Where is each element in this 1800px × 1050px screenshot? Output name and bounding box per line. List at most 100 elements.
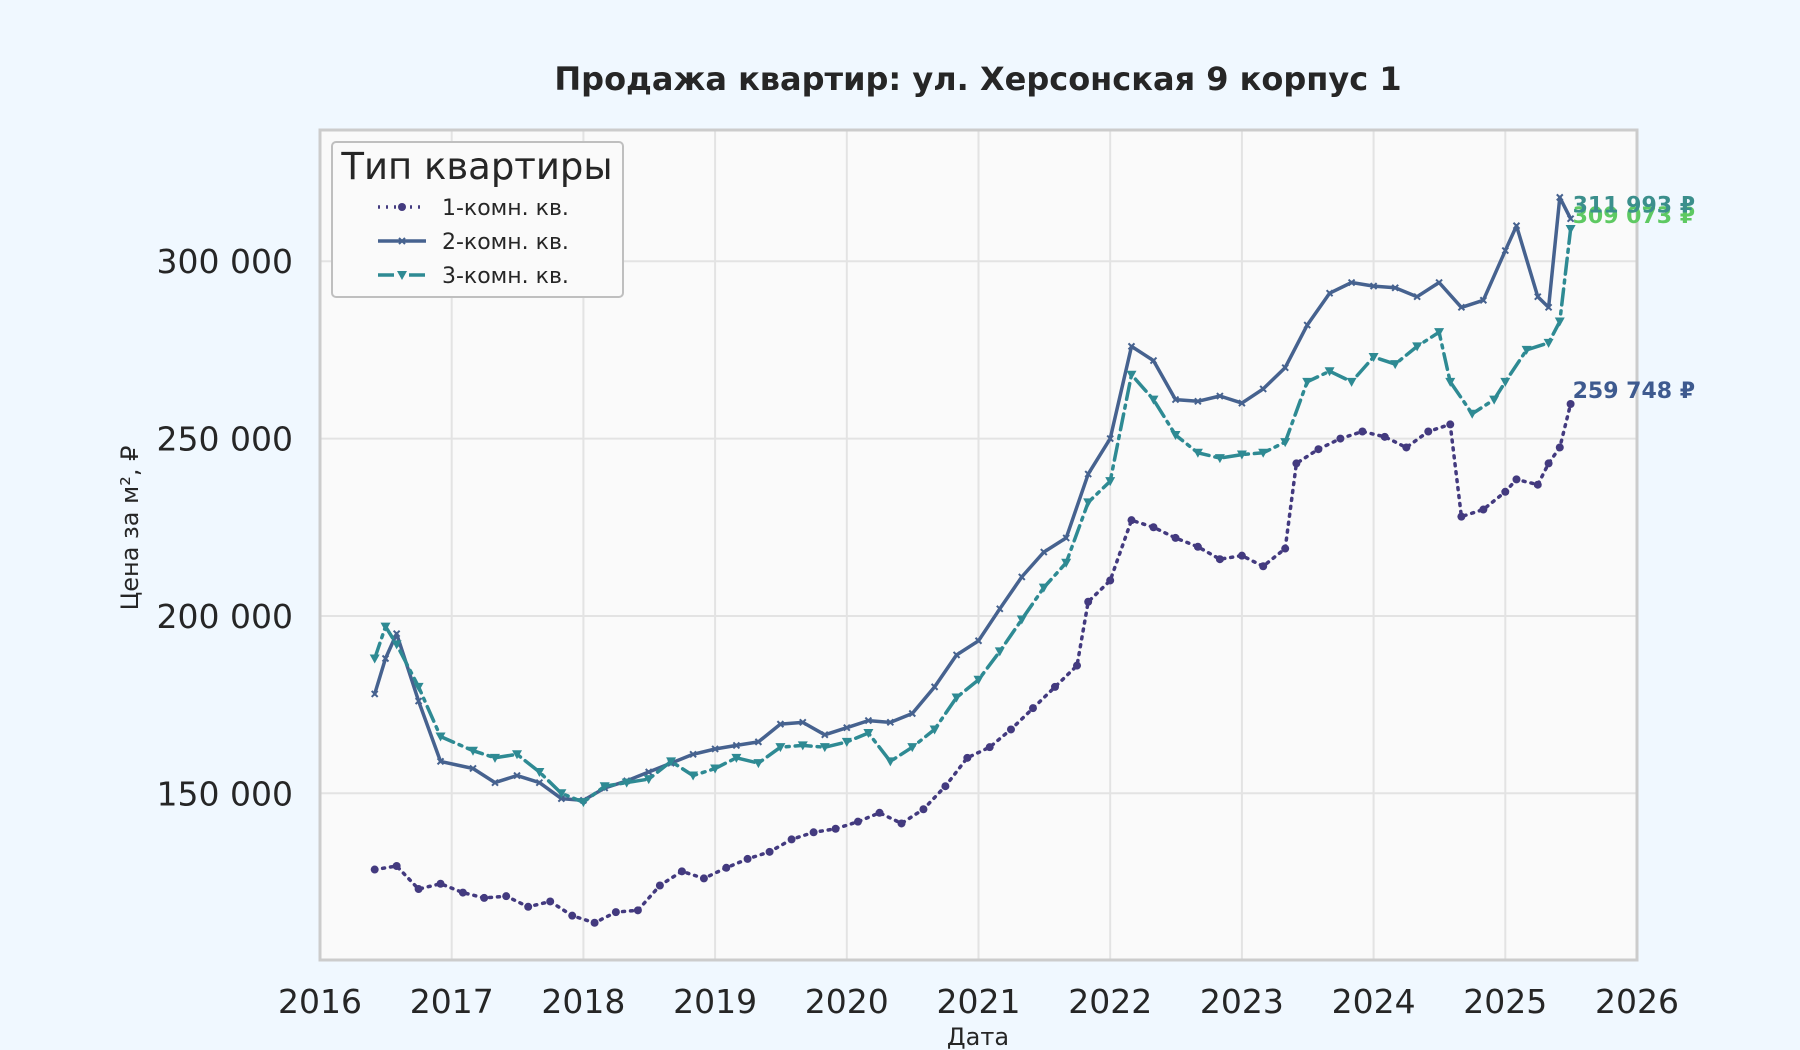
x-tick-label: 2020 <box>805 982 889 1021</box>
data-point <box>1193 542 1202 551</box>
data-point <box>524 902 533 911</box>
x-tick-label: 2018 <box>541 982 625 1021</box>
data-point <box>633 906 642 915</box>
data-point <box>1336 434 1345 443</box>
data-point <box>502 892 511 901</box>
data-point <box>458 888 467 897</box>
series-line <box>372 195 1573 803</box>
data-point <box>765 847 774 856</box>
data-point <box>1050 682 1059 691</box>
chart-title: Продажа квартир: ул. Херсонская 9 корпус… <box>554 60 1401 98</box>
data-point <box>1457 303 1466 312</box>
data-point <box>941 782 950 791</box>
data-point <box>436 757 445 766</box>
data-point <box>843 723 851 732</box>
data-point <box>1544 303 1553 312</box>
data-point <box>513 771 521 780</box>
data-point <box>1170 431 1181 441</box>
legend-entry: 2-комн. кв. <box>378 230 569 255</box>
plot-frame <box>318 128 1639 962</box>
data-point <box>436 879 445 888</box>
end-value-label: 259 748 ₽ <box>1573 379 1695 404</box>
x-tick-label: 2023 <box>1200 982 1284 1021</box>
data-point <box>996 605 1004 613</box>
data-point <box>1324 367 1335 377</box>
series-3 <box>369 225 1576 808</box>
data-point <box>381 654 390 663</box>
data-point <box>1544 459 1553 468</box>
data-point <box>1281 544 1290 553</box>
data-point <box>1258 448 1269 458</box>
data-point <box>413 682 424 692</box>
data-point <box>1006 725 1015 734</box>
data-point <box>886 718 895 727</box>
data-point <box>370 865 379 874</box>
data-point <box>929 725 940 735</box>
data-point <box>951 693 962 703</box>
legend-box <box>331 141 624 298</box>
data-point <box>1281 363 1289 372</box>
data-point <box>711 745 719 753</box>
data-point <box>1489 395 1500 405</box>
data-point <box>1106 576 1115 585</box>
data-point <box>907 743 918 753</box>
data-point <box>743 854 752 863</box>
data-point <box>1236 450 1247 460</box>
data-point <box>897 819 906 828</box>
data-point <box>590 918 599 927</box>
data-point <box>732 741 741 750</box>
data-point <box>973 675 984 685</box>
data-point <box>963 753 972 762</box>
data-point <box>797 741 808 751</box>
y-tick-label: 150 000 <box>157 774 293 813</box>
data-point <box>480 893 489 902</box>
data-point <box>599 782 610 792</box>
end-value-label: 311 993 ₽ <box>1573 194 1695 219</box>
data-point <box>1127 342 1136 351</box>
data-point <box>1084 597 1093 606</box>
data-point <box>1543 338 1554 348</box>
data-point <box>809 828 818 837</box>
data-point <box>1073 661 1082 670</box>
series-2 <box>370 193 1575 805</box>
x-tick-label: 2025 <box>1463 982 1547 1021</box>
data-point <box>1040 548 1048 556</box>
data-point <box>1413 293 1421 301</box>
data-point <box>1106 434 1114 443</box>
legend-entry: 3-комн. кв. <box>378 264 569 289</box>
data-point <box>369 654 380 664</box>
data-point <box>853 817 862 826</box>
data-point <box>645 768 653 776</box>
data-point <box>1149 523 1158 532</box>
data-point <box>1391 284 1399 292</box>
data-point <box>1434 328 1445 338</box>
data-point <box>1083 498 1094 508</box>
data-point <box>775 743 786 753</box>
data-point <box>370 690 379 698</box>
data-point <box>819 743 830 753</box>
data-point <box>1390 360 1401 370</box>
y-tick-label: 250 000 <box>157 420 293 459</box>
data-point <box>1500 377 1511 387</box>
legend-title: Тип квартиры <box>340 145 612 188</box>
data-point <box>908 709 916 718</box>
data-point <box>974 637 983 645</box>
data-point <box>1412 342 1423 352</box>
data-point <box>1566 214 1575 223</box>
data-point <box>1238 399 1246 407</box>
legend-marker <box>398 203 406 211</box>
data-point <box>864 716 873 725</box>
data-point <box>875 808 884 817</box>
data-point <box>754 738 763 746</box>
data-point <box>1105 477 1116 487</box>
data-point <box>1446 420 1455 429</box>
data-point <box>841 737 852 747</box>
data-point <box>863 728 874 738</box>
data-point <box>1148 395 1159 405</box>
legend-entry: 1-комн. кв. <box>378 196 569 221</box>
data-point <box>952 651 961 659</box>
data-point <box>1302 377 1313 387</box>
data-point <box>1534 293 1542 301</box>
data-point <box>776 720 785 728</box>
